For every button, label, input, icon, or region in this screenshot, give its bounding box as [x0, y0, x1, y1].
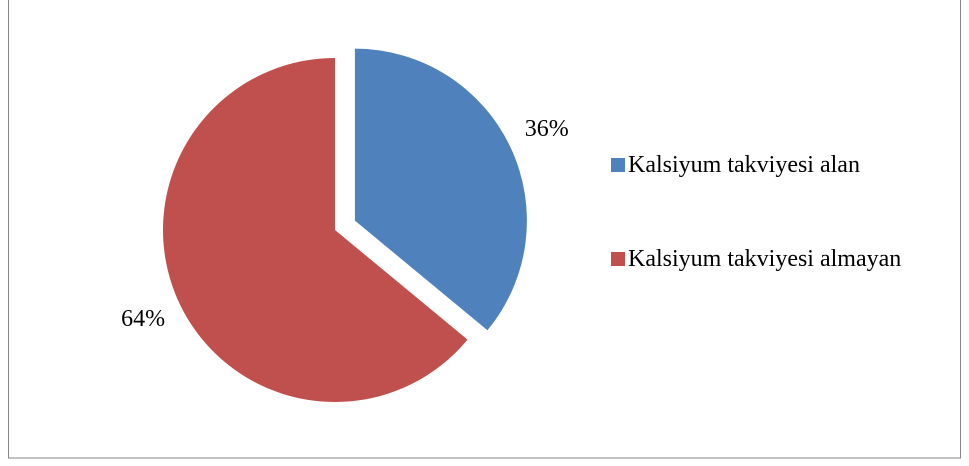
value-label: 36%: [525, 116, 569, 142]
legend-label: Kalsiyum takviyesi almayan: [628, 246, 902, 272]
pie-slice: [163, 58, 468, 403]
legend-swatch: [611, 158, 625, 172]
legend-label: Kalsiyum takviyesi alan: [628, 152, 860, 178]
legend-swatch: [611, 252, 625, 266]
legend-item: Kalsiyum takviyesi almayan: [611, 244, 951, 274]
chart-frame: [8, 0, 961, 459]
value-label: 64%: [121, 306, 165, 332]
pie-slice: [354, 48, 527, 331]
legend-item: Kalsiyum takviyesi alan: [611, 150, 951, 180]
